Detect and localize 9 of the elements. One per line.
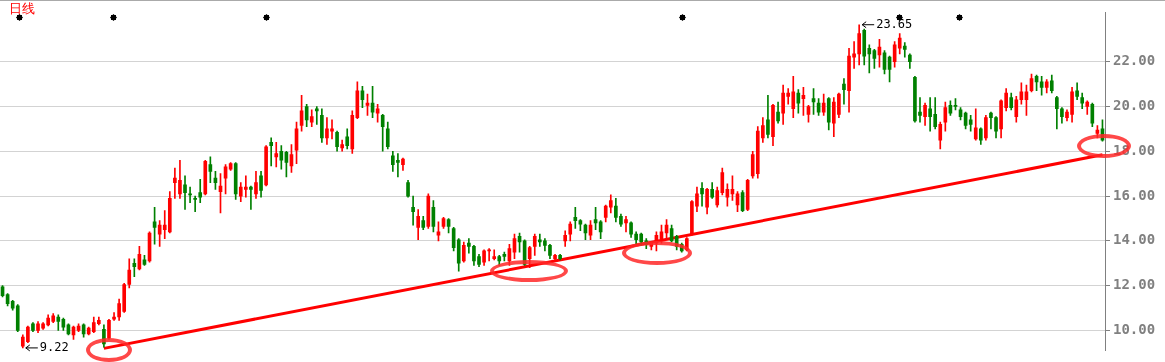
y-tick-label: 16.00 — [1113, 186, 1156, 203]
y-tick-label: 10.00 — [1113, 321, 1156, 338]
annotation: 9.22 — [39, 340, 69, 355]
y-tick-label: 14.00 — [1113, 231, 1156, 248]
annotation: 23.65 — [876, 16, 913, 31]
y-tick-label: 12.00 — [1113, 276, 1156, 293]
y-tick-label: 20.00 — [1113, 97, 1156, 114]
y-tick-label: 22.00 — [1113, 52, 1156, 69]
chart-title: 日线 — [9, 1, 35, 16]
